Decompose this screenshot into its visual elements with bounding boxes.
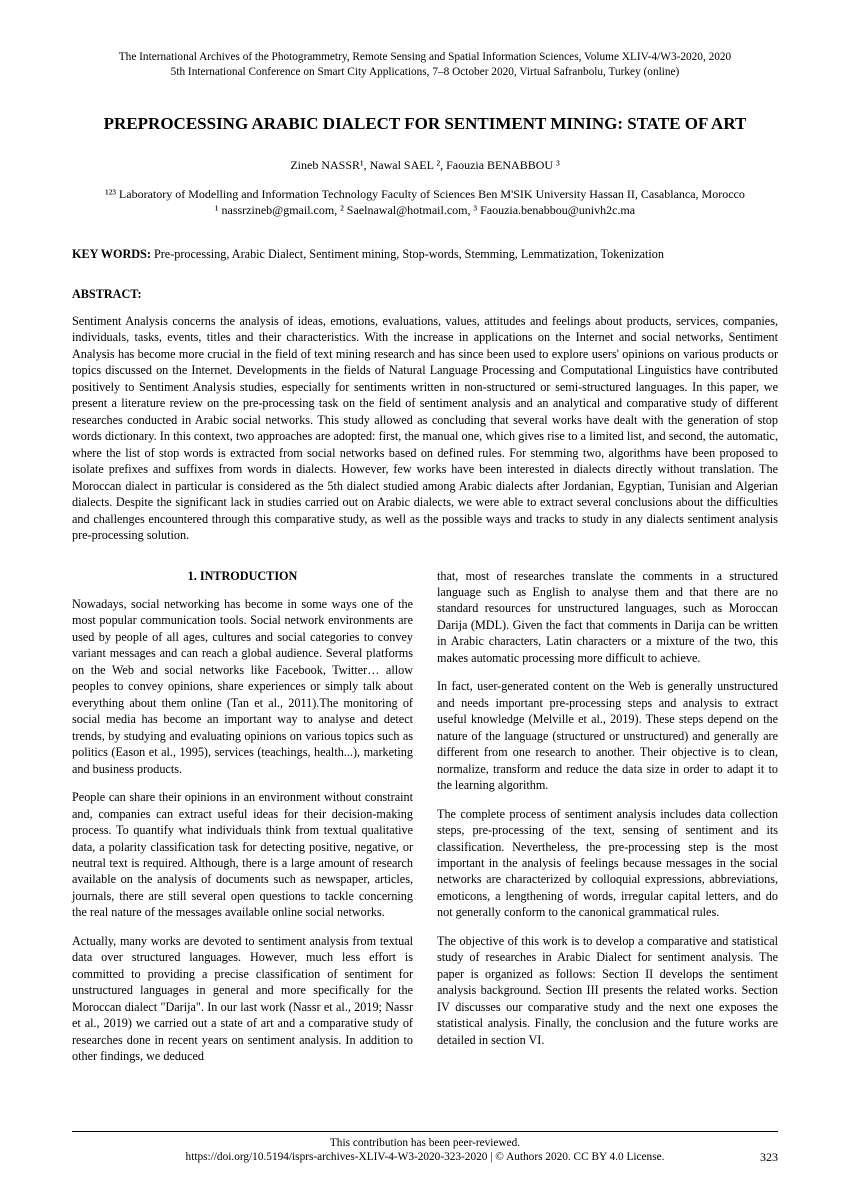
abstract-body: Sentiment Analysis concerns the analysis… [72,313,778,544]
paragraph: Nowadays, social networking has become i… [72,596,413,777]
right-column: that, most of researches translate the c… [437,568,778,1077]
affiliation-line2: ¹ nassrzineb@gmail.com, ² Saelnawal@hotm… [215,203,635,217]
paragraph: People can share their opinions in an en… [72,789,413,921]
keywords-label: KEY WORDS: [72,247,151,261]
header-line1: The International Archives of the Photog… [119,51,731,63]
affiliation-line1: ¹²³ Laboratory of Modelling and Informat… [105,187,745,201]
page-footer: This contribution has been peer-reviewed… [72,1131,778,1165]
paragraph: The complete process of sentiment analys… [437,806,778,921]
affiliation: ¹²³ Laboratory of Modelling and Informat… [72,186,778,218]
paragraph: that, most of researches translate the c… [437,568,778,667]
footer-text: This contribution has been peer-reviewed… [72,1136,778,1165]
header-line2: 5th International Conference on Smart Ci… [171,66,680,78]
keywords-block: KEY WORDS: Pre-processing, Arabic Dialec… [72,246,778,262]
abstract-label: ABSTRACT: [72,286,778,302]
authors-line: Zineb NASSR¹, Nawal SAEL ², Faouzia BENA… [72,157,778,173]
page-number: 323 [760,1149,778,1165]
paper-title: PREPROCESSING ARABIC DIALECT FOR SENTIME… [72,113,778,135]
footer-line2: https://doi.org/10.5194/isprs-archives-X… [186,1151,665,1163]
keywords-text: Pre-processing, Arabic Dialect, Sentimen… [151,247,664,261]
paragraph: In fact, user-generated content on the W… [437,678,778,793]
section-heading-intro: 1. INTRODUCTION [72,568,413,584]
running-header: The International Archives of the Photog… [72,50,778,79]
footer-line1: This contribution has been peer-reviewed… [330,1137,520,1149]
left-column: 1. INTRODUCTION Nowadays, social network… [72,568,413,1077]
paragraph: The objective of this work is to develop… [437,933,778,1048]
paragraph: Actually, many works are devoted to sent… [72,933,413,1065]
body-columns: 1. INTRODUCTION Nowadays, social network… [72,568,778,1077]
